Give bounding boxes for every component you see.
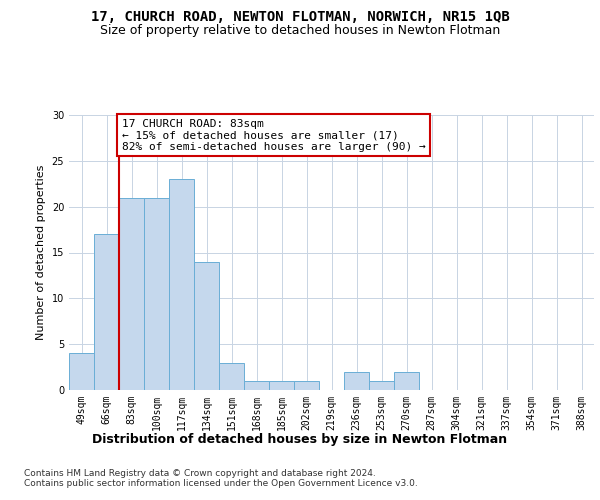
- Bar: [219, 362, 244, 390]
- Text: Distribution of detached houses by size in Newton Flotman: Distribution of detached houses by size …: [92, 432, 508, 446]
- Bar: [394, 372, 419, 390]
- Bar: [69, 354, 94, 390]
- Bar: [244, 381, 269, 390]
- Bar: [344, 372, 369, 390]
- Text: Contains HM Land Registry data © Crown copyright and database right 2024.
Contai: Contains HM Land Registry data © Crown c…: [24, 469, 418, 488]
- Bar: [144, 198, 169, 390]
- Bar: [119, 198, 144, 390]
- Bar: [94, 234, 119, 390]
- Text: Size of property relative to detached houses in Newton Flotman: Size of property relative to detached ho…: [100, 24, 500, 37]
- Bar: [269, 381, 294, 390]
- Bar: [294, 381, 319, 390]
- Bar: [369, 381, 394, 390]
- Text: 17, CHURCH ROAD, NEWTON FLOTMAN, NORWICH, NR15 1QB: 17, CHURCH ROAD, NEWTON FLOTMAN, NORWICH…: [91, 10, 509, 24]
- Bar: [194, 262, 219, 390]
- Y-axis label: Number of detached properties: Number of detached properties: [36, 165, 46, 340]
- Text: 17 CHURCH ROAD: 83sqm
← 15% of detached houses are smaller (17)
82% of semi-deta: 17 CHURCH ROAD: 83sqm ← 15% of detached …: [121, 118, 425, 152]
- Bar: [169, 179, 194, 390]
